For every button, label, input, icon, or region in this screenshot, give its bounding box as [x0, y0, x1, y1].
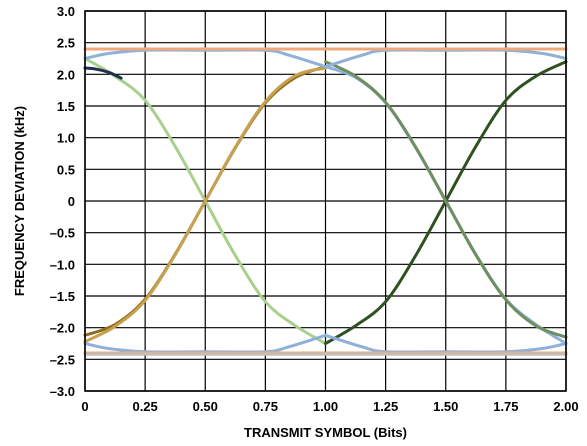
y-tick-label: 3.0	[57, 4, 75, 19]
y-tick-label: –1.5	[50, 289, 75, 304]
x-tick-label: 0.75	[253, 399, 278, 414]
x-tick-label: 2.00	[553, 399, 578, 414]
x-tick-label: 0	[81, 399, 88, 414]
y-tick-label: 1.0	[57, 131, 75, 146]
x-tick-label: 1.00	[313, 399, 338, 414]
x-tick-label: 0.50	[193, 399, 218, 414]
y-tick-labels: 3.0 2.5 2.0 1.5 1.0 0.5 0 –0.5 –1.0 –1.5 –2.0 –2.5 –…	[50, 4, 75, 399]
eye-trace	[83, 66, 327, 344]
y-tick-label: 2.0	[57, 67, 75, 82]
y-tick-label: –2.0	[50, 321, 75, 336]
y-tick-label: 0.5	[57, 162, 75, 177]
y-tick-label: –1.0	[50, 257, 75, 272]
x-tick-label: 0.25	[132, 399, 157, 414]
y-tick-label: 1.5	[57, 99, 75, 114]
x-tick-labels: 0 0.25 0.50 0.75 1.00 1.25 1.50 1.75 2.00	[81, 399, 578, 414]
x-tick-label: 1.25	[373, 399, 398, 414]
y-tick-label: –2.5	[50, 352, 75, 367]
y-tick-label: –0.5	[50, 226, 75, 241]
y-tick-label: 2.5	[57, 36, 75, 51]
x-axis-label: TRANSMIT SYMBOL (Bits)	[244, 425, 407, 440]
eye-trace	[83, 66, 123, 80]
x-tick-label: 1.75	[493, 399, 518, 414]
y-tick-label: –3.0	[50, 384, 75, 399]
traces	[83, 47, 568, 356]
y-tick-label: 0	[68, 194, 75, 209]
x-tick-label: 1.50	[433, 399, 458, 414]
y-axis-label: FREQUENCY DEVIATION (kHz)	[12, 106, 27, 296]
plot-frame	[84, 10, 567, 392]
eye-trace	[324, 60, 568, 339]
